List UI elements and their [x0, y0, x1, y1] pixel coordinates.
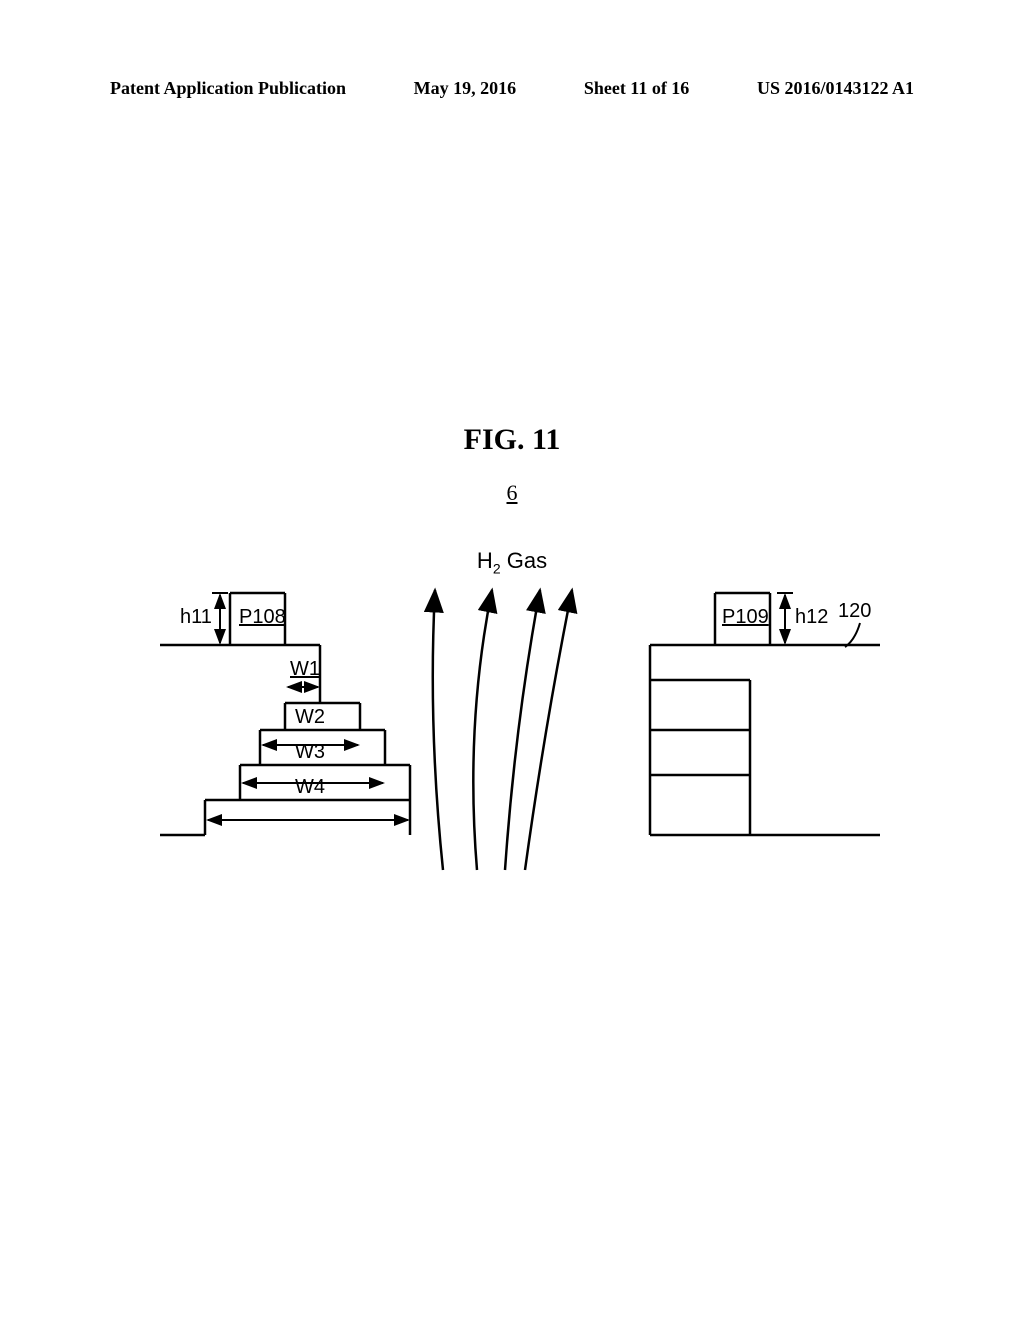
diagram-labels: h11 P108 P109 h12 120 W1 W2 W3 W4: [180, 600, 871, 798]
leader-120: [845, 623, 860, 647]
publication-date: May 19, 2016: [414, 78, 517, 99]
label-w2: W2: [295, 706, 325, 728]
label-p109: P109: [722, 606, 769, 628]
label-120: 120: [838, 600, 871, 622]
label-w4: W4: [295, 776, 325, 798]
figure-ref-number: 6: [0, 480, 1024, 506]
label-h11: h11: [180, 606, 212, 628]
label-w1: W1: [290, 658, 320, 680]
publication-number: US 2016/0143122 A1: [757, 78, 914, 99]
label-w3: W3: [295, 741, 325, 763]
figure-title: FIG. 11: [0, 423, 1024, 457]
publication-type: Patent Application Publication: [110, 78, 346, 99]
right-structure: [650, 593, 880, 835]
sheet-number: Sheet 11 of 16: [584, 78, 690, 99]
page-header: Patent Application Publication May 19, 2…: [0, 78, 1024, 99]
left-structure: [160, 593, 410, 835]
label-h12: h12: [795, 606, 828, 628]
label-p108: P108: [239, 606, 286, 628]
gas-flow-arrows: [433, 590, 572, 870]
technical-diagram: h11 P108 P109 h12 120 W1 W2 W3 W4: [160, 575, 880, 875]
gas-label: H2 Gas: [0, 548, 1024, 576]
